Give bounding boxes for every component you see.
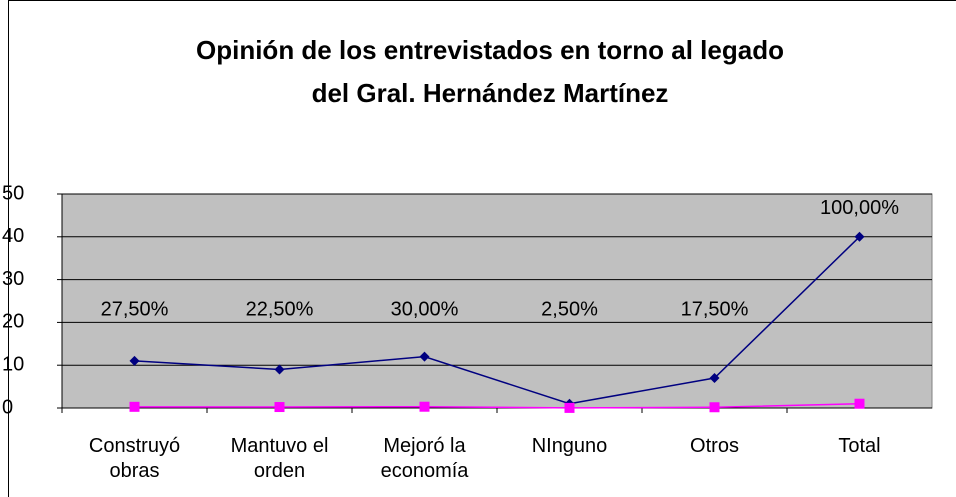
marker — [564, 402, 575, 413]
data-label: 30,00% — [391, 298, 459, 320]
y-tick-label: 0 — [2, 396, 13, 418]
marker — [419, 401, 430, 412]
marker — [274, 364, 285, 375]
marker — [854, 231, 865, 242]
marker — [274, 402, 285, 413]
x-tick-label: Construyó obras — [88, 435, 181, 482]
data-label: 100,00% — [820, 197, 899, 219]
marker — [129, 355, 140, 366]
y-tick-label: 40 — [2, 225, 24, 247]
data-label: 22,50% — [246, 298, 314, 320]
x-tick-label: Total — [838, 435, 881, 457]
series-line — [134, 402, 860, 409]
marker — [419, 351, 430, 362]
data-label: 2,50% — [541, 298, 598, 320]
y-tick-label: 10 — [2, 353, 24, 375]
plot-area — [61, 193, 933, 409]
x-tick-label: Mantuvo el orden — [230, 435, 329, 482]
marker — [709, 402, 720, 413]
x-tick-label: NInguno — [531, 435, 608, 457]
series-line — [134, 236, 861, 405]
y-tick-label: 50 — [2, 182, 24, 204]
x-tick-label: Mejoró la economía — [380, 435, 469, 482]
y-tick-label: 30 — [2, 268, 24, 290]
marker — [854, 398, 865, 409]
x-tick-label: Otros — [690, 435, 739, 457]
marker — [129, 401, 140, 412]
data-label: 17,50% — [681, 298, 749, 320]
chart-title: del Gral. Hernández Martínez — [312, 78, 669, 108]
data-label: 27,50% — [101, 298, 169, 320]
chart-title: Opinión de los entrevistados en torno al… — [196, 35, 784, 65]
y-tick-label: 20 — [2, 311, 24, 333]
marker — [709, 373, 720, 384]
